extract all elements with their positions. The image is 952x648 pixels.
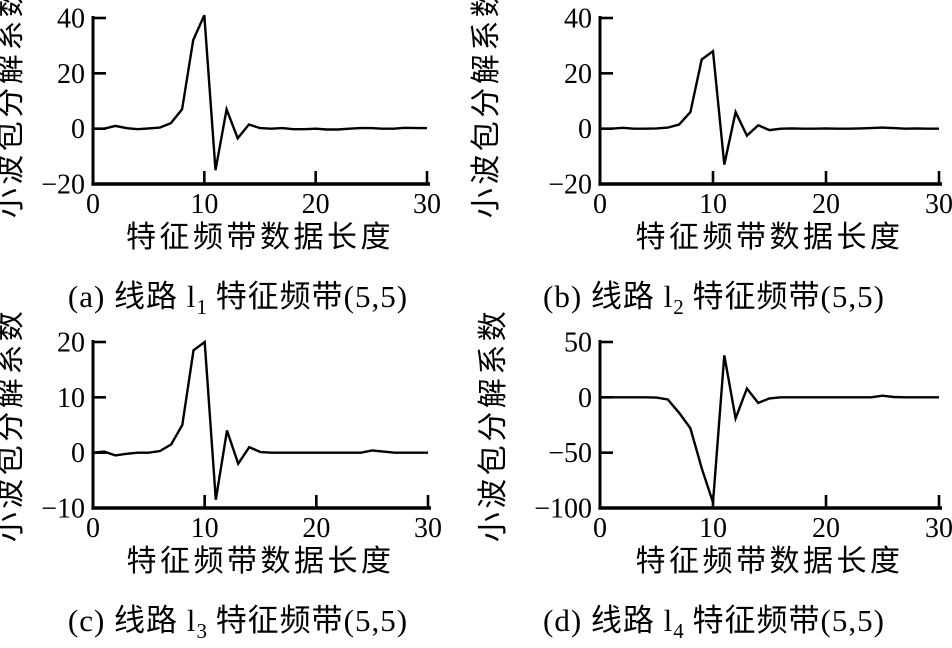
chart-d-plot: −100 −50 0 50 0 10 20 30 特征频带数据长度 小波包分解系数 [477,308,952,578]
x-tick-label: 20 [302,189,330,220]
caption-text: 特征频带(5,5) [683,602,885,638]
y-tick-label: 40 [564,4,592,35]
x-tick-label: 10 [191,513,219,544]
caption-text: (c) 线路 l [67,602,197,638]
y-tick-label: −10 [41,494,85,525]
x-tick-label: 10 [699,189,727,220]
y-tick-label: 0 [578,114,592,145]
chart-d-caption: (d) 线路 l4 特征频带(5,5) [476,595,952,644]
y-tick-label: −20 [548,170,592,201]
x-tick-label: 10 [699,513,727,544]
y-tick-label: 0 [71,114,85,145]
x-tick-label: 0 [593,513,607,544]
y-axis-title: 小波包分解系数 [0,308,27,543]
chart-c-caption: (c) 线路 l3 特征频带(5,5) [0,595,476,644]
x-tick-label: 20 [812,189,840,220]
caption-subscript: 4 [673,619,684,643]
x-tick-label: 0 [593,189,607,220]
caption-subscript: 3 [196,619,207,643]
y-tick-label: −100 [534,494,592,525]
y-tick-label: 0 [578,383,592,414]
x-tick-label: 30 [925,189,952,220]
y-axis-title: 小波包分解系数 [477,308,510,543]
y-tick-label: 20 [57,328,85,359]
y-tick-label: −20 [41,170,85,201]
y-tick-label: 40 [57,4,85,35]
x-tick-label: 0 [86,513,100,544]
x-tick-label: 30 [925,513,952,544]
caption-text: (b) 线路 l [543,278,674,314]
x-axis-title: 特征频带数据长度 [636,221,904,254]
caption-text: 特征频带(5,5) [683,278,885,314]
data-curve [93,14,427,171]
x-tick-label: 20 [812,513,840,544]
caption-subscript: 1 [196,295,207,319]
chart-panel-d: −100 −50 0 50 0 10 20 30 特征频带数据长度 小波包分解系数 (d) 线路 … [476,308,952,648]
x-tick-label: 10 [190,189,218,220]
x-axis-title: 特征频带数据长度 [126,221,394,254]
chart-a-caption: (a) 线路 l1 特征频带(5,5) [0,271,476,320]
caption-subscript: 2 [673,295,684,319]
data-curve [600,355,939,503]
y-tick-label: 10 [57,383,85,414]
data-curve [92,339,428,500]
caption-text: (a) 线路 l [67,278,197,314]
caption-text: 特征频带(5,5) [206,278,409,314]
y-tick-label: 50 [564,328,592,359]
x-axis-title: 特征频带数据长度 [636,545,904,578]
data-curve [600,48,939,165]
caption-text: (d) 线路 l [543,602,674,638]
caption-text: 特征频带(5,5) [206,602,409,638]
chart-panel-c: −10 0 10 20 0 10 20 30 特征频带数据长度 小波包分解系数 (c) 线路 l3… [0,308,476,648]
x-tick-label: 20 [302,513,330,544]
x-tick-label: 0 [86,189,100,220]
y-tick-label: 0 [71,438,85,469]
chart-panel-a: −20 0 20 40 0 10 20 30 特征频带数据长度 小波包分解系数 (a) 线路 l1… [0,0,476,324]
y-tick-label: 20 [564,59,592,90]
chart-panel-b: −20 0 20 40 0 10 20 30 特征频带数据长度 小波包分解系数 (b) 线路 l2… [470,0,952,324]
chart-b-caption: (b) 线路 l2 特征频带(5,5) [476,271,952,320]
y-axis-title: 小波包分解系数 [0,0,27,218]
y-axis-title: 小波包分解系数 [470,0,503,218]
x-axis-title: 特征频带数据长度 [127,545,395,578]
x-tick-label: 30 [414,513,442,544]
x-tick-label: 30 [413,189,441,220]
y-tick-label: −50 [548,438,592,469]
y-tick-label: 20 [57,59,85,90]
